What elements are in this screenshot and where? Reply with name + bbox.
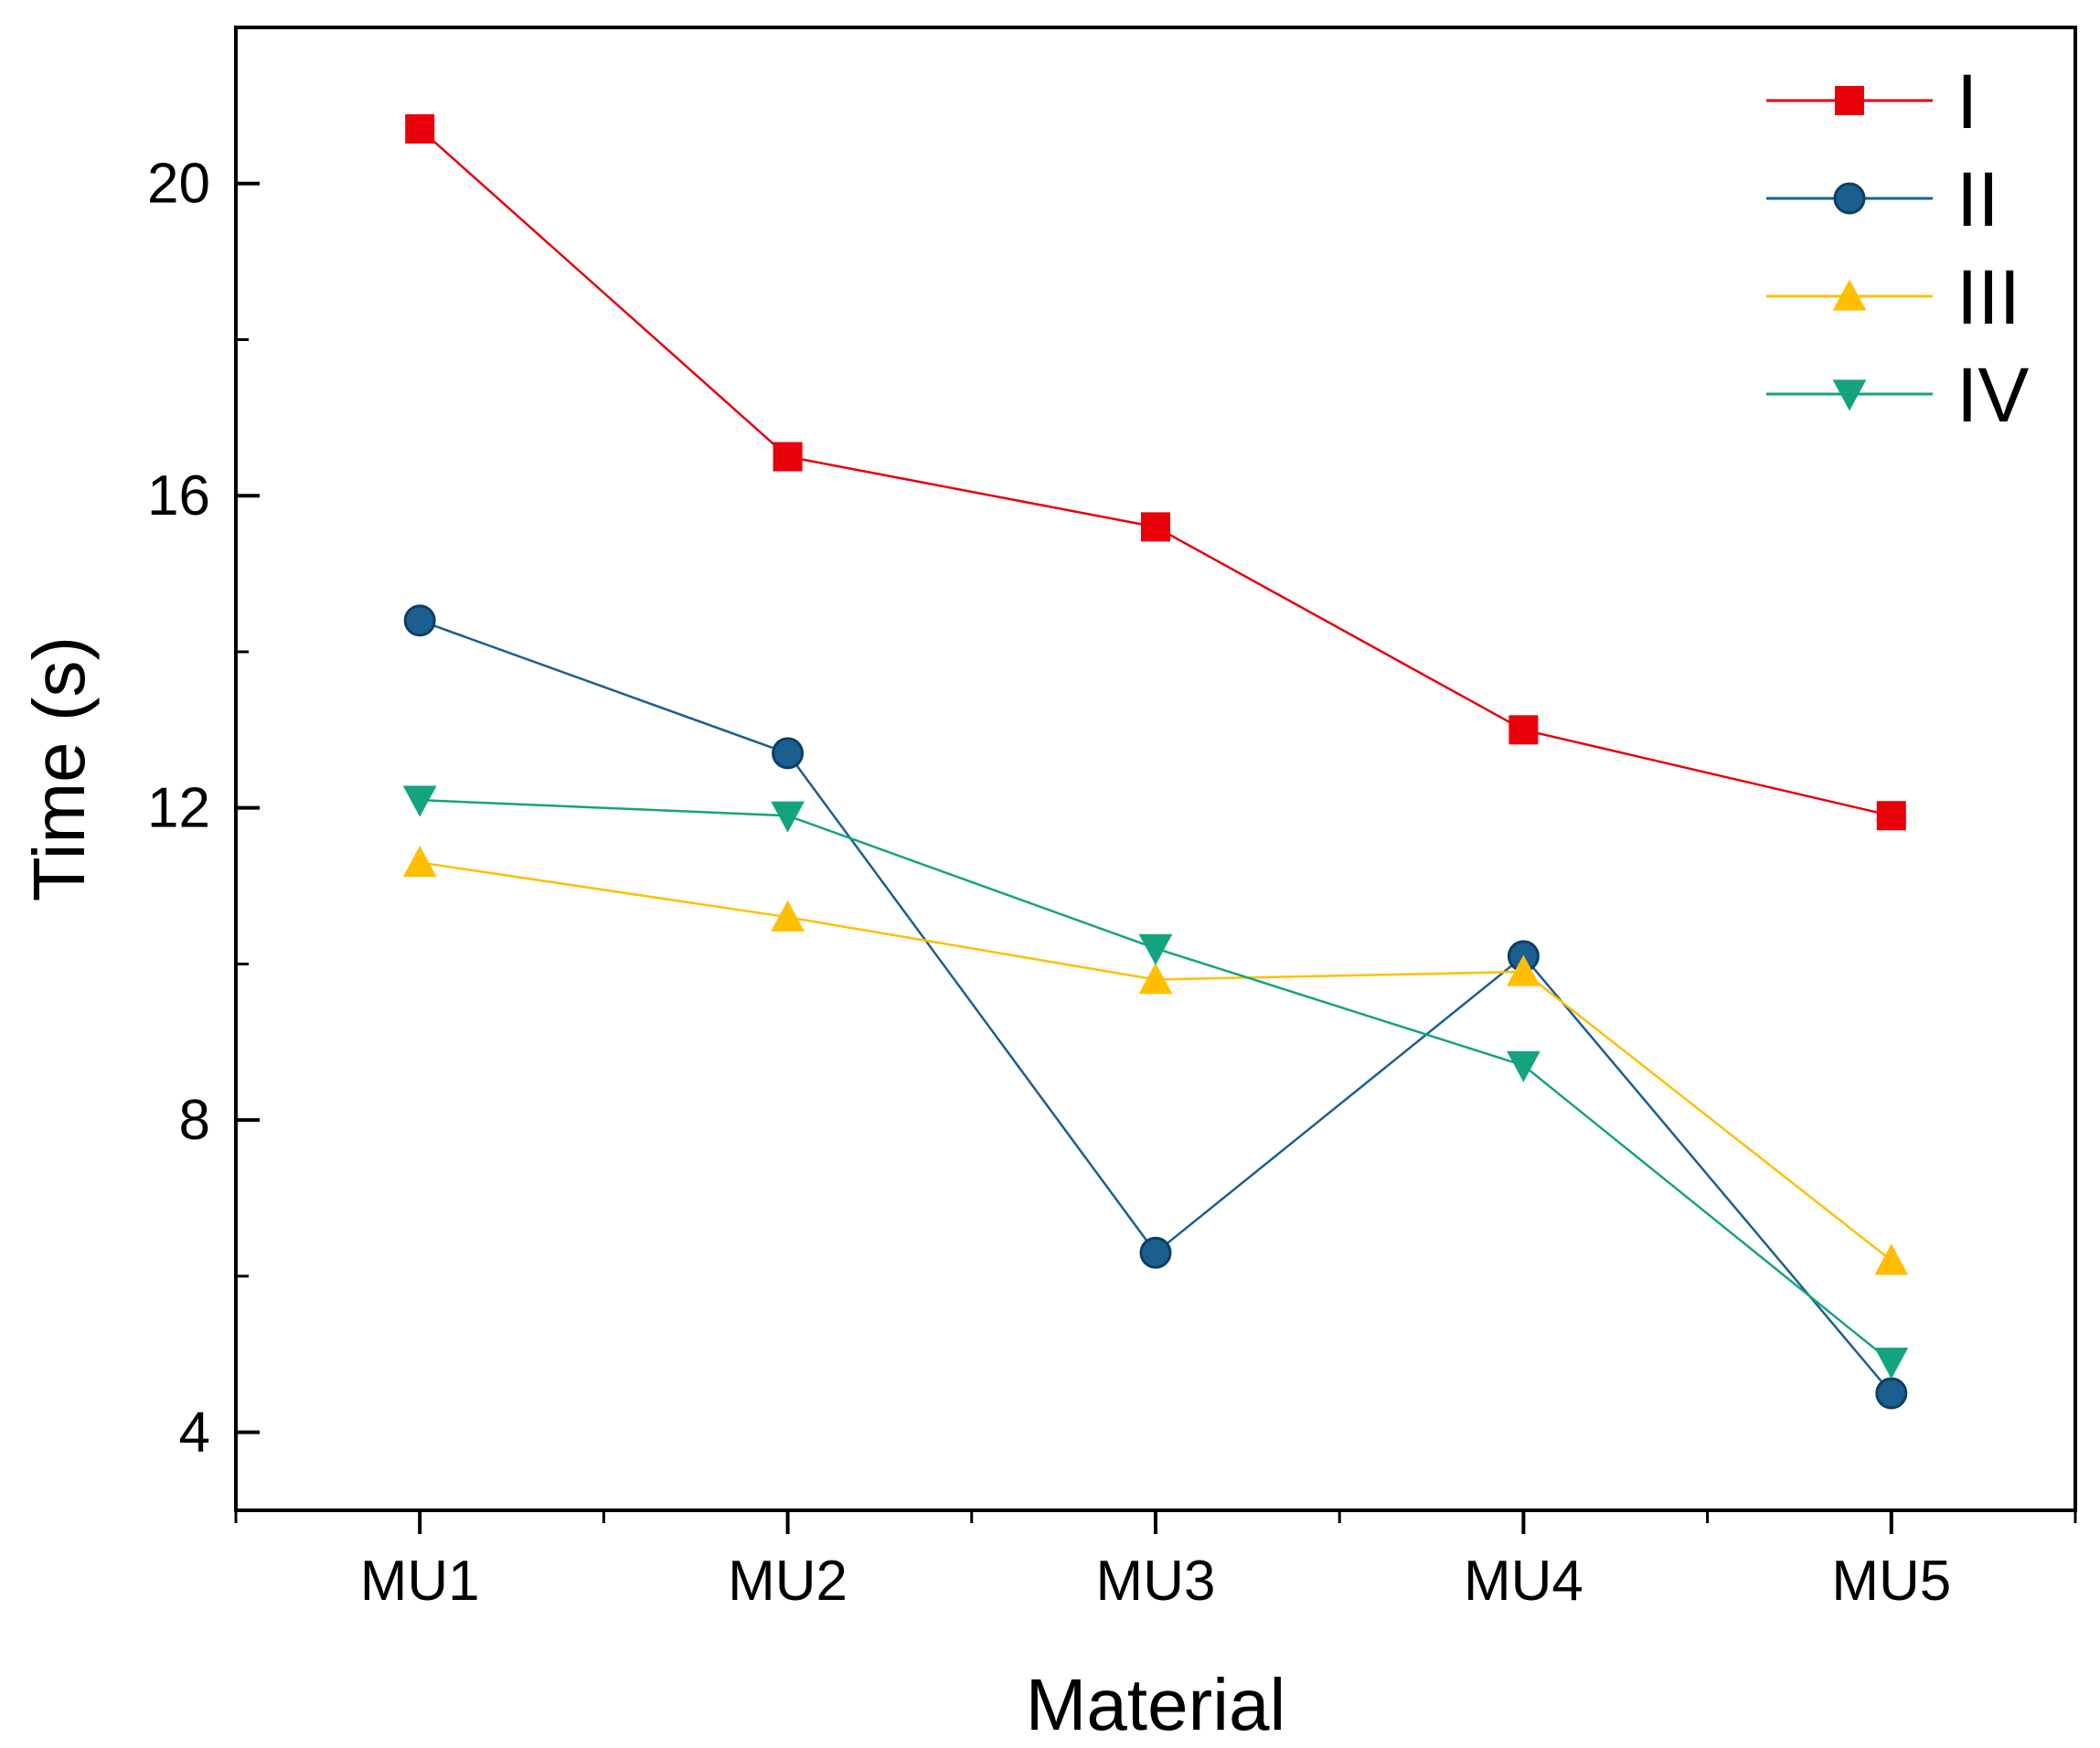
legend-marker xyxy=(1832,379,1867,411)
x-tick-label: MU5 xyxy=(1831,1550,1951,1613)
data-point-IV-MU3 xyxy=(1138,933,1173,965)
axes: 4 8 12 16 20 MU1 MU2 MU3 MU4 MU5 xyxy=(147,153,2077,1613)
legend-item: IV xyxy=(1766,352,2029,438)
data-point-III-MU3 xyxy=(1138,963,1173,995)
y-tick-label: 12 xyxy=(147,777,210,840)
x-tick-label: MU3 xyxy=(1096,1550,1216,1613)
x-axis-title: Material xyxy=(1026,1664,1286,1745)
series-III xyxy=(402,846,1909,1275)
series-line xyxy=(420,798,1892,1363)
data-point-IV-MU4 xyxy=(1507,1050,1540,1082)
legend-item: II xyxy=(1766,156,1999,242)
data-point-II-MU2 xyxy=(772,737,805,770)
series-I xyxy=(405,113,1906,831)
legend-label: III xyxy=(1956,254,2020,340)
y-axis-title: Time (s) xyxy=(18,636,100,901)
data-point-III-MU4 xyxy=(1507,954,1540,986)
legend-item: III xyxy=(1766,254,2020,340)
data-point-IV-MU2 xyxy=(771,801,805,833)
legend-label: II xyxy=(1956,156,1999,242)
legend-marker xyxy=(1832,279,1867,311)
data-point-I-MU4 xyxy=(1508,715,1539,745)
series-line xyxy=(419,128,1892,817)
x-tick-label: MU4 xyxy=(1464,1550,1583,1613)
data-point-I-MU5 xyxy=(1876,801,1906,831)
legend-item: I xyxy=(1766,59,1977,144)
y-tick-label: 20 xyxy=(147,153,210,216)
data-point-I-MU1 xyxy=(405,113,435,144)
series-line xyxy=(420,861,1892,1262)
x-tick-label: MU1 xyxy=(360,1550,480,1613)
legend-label: IV xyxy=(1956,352,2029,438)
x-tick-label: MU2 xyxy=(728,1550,847,1613)
data-point-IV-MU1 xyxy=(402,785,437,817)
series-line xyxy=(419,619,1892,1394)
data-point-II-MU3 xyxy=(1139,1236,1172,1269)
data-point-I-MU2 xyxy=(773,442,803,472)
data-point-I-MU3 xyxy=(1141,512,1170,542)
data-point-II-MU5 xyxy=(1875,1377,1908,1410)
legend-marker xyxy=(1835,86,1864,115)
data-point-II-MU1 xyxy=(403,604,436,637)
data-point-III-MU2 xyxy=(771,900,805,932)
legend-label: I xyxy=(1956,59,1977,144)
series-II xyxy=(403,604,1908,1410)
data-point-III-MU5 xyxy=(1874,1243,1909,1275)
y-tick-label: 16 xyxy=(147,464,210,528)
y-tick-label: 4 xyxy=(179,1402,210,1465)
legend-marker xyxy=(1833,182,1866,215)
data-point-III-MU1 xyxy=(402,846,437,878)
series-layer xyxy=(402,113,1909,1410)
series-IV xyxy=(402,785,1909,1380)
y-tick-label: 8 xyxy=(179,1089,210,1152)
data-point-IV-MU5 xyxy=(1874,1348,1909,1380)
